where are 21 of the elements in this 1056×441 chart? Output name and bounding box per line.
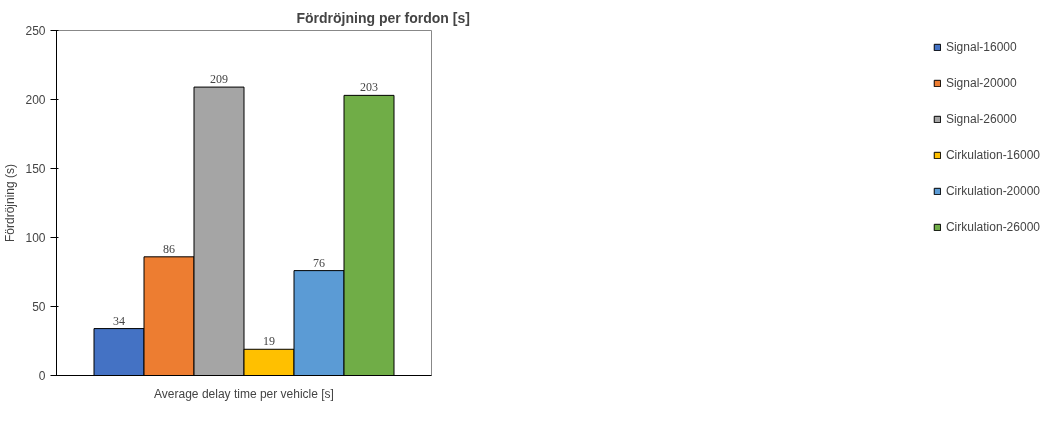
x-tick-label: Average delay time per vehicle [s] [154,386,334,401]
data-label: 86 [163,241,175,256]
data-label: 76 [313,255,325,270]
y-tick-label: 50 [32,300,46,314]
legend-label: Cirkulation-16000 [945,148,1040,162]
legend-label: Signal-16000 [945,40,1017,54]
chart-title: Fördröjning per fordon [s] [296,9,470,26]
data-label: 19 [263,334,275,349]
data-label: 203 [360,80,378,95]
y-tick-label: 100 [25,231,46,245]
data-label: 34 [113,313,125,328]
legend-label: Signal-26000 [945,112,1017,126]
data-label: 209 [210,72,228,87]
y-axis-title: Fördröjning (s) [3,163,18,243]
legend-label: Cirkulation-26000 [945,220,1040,234]
y-tick-label: 250 [25,24,46,38]
legend-label: Cirkulation-20000 [945,184,1040,198]
y-tick-label: 200 [25,93,46,107]
y-tick-label: 0 [38,369,46,383]
legend-label: Signal-20000 [945,76,1017,90]
y-tick-label: 150 [25,162,46,176]
